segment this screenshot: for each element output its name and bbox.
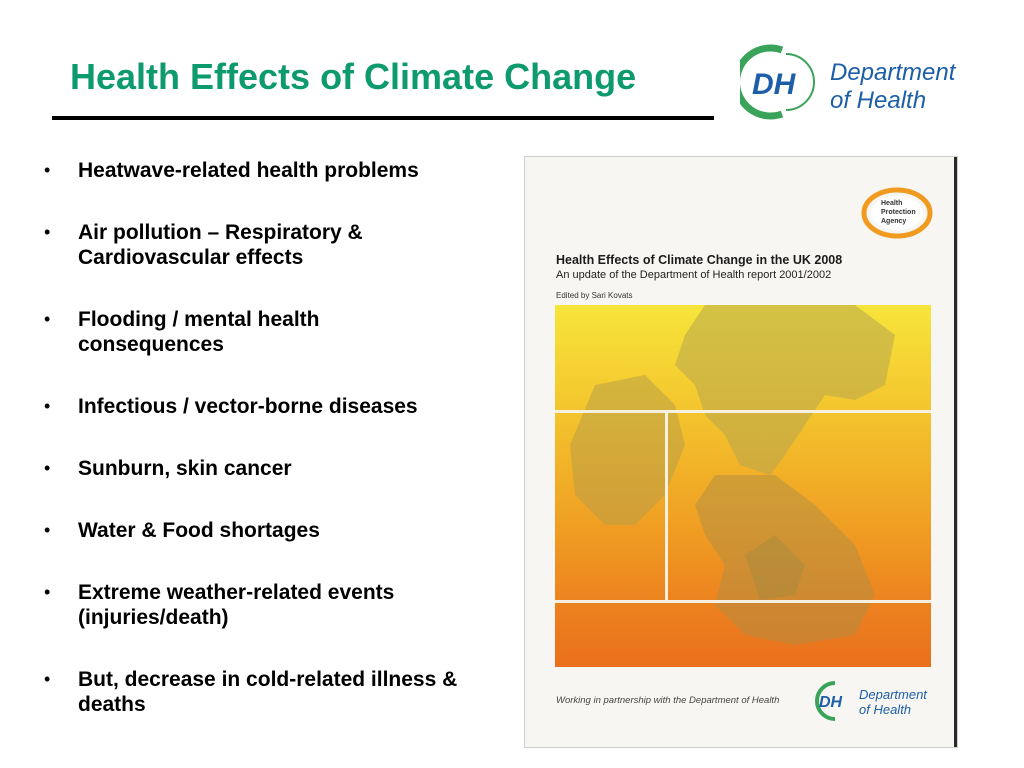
bullet-dot: •	[44, 222, 51, 242]
bullet-text: Water & Food shortages	[78, 519, 320, 542]
hpa-line2: Protection	[881, 209, 916, 216]
department-of-health-logo: DH Department of Health	[740, 44, 957, 120]
bullet-item: • Infectious / vector-borne diseases	[44, 394, 534, 419]
bullet-text: Heatwave-related health problems	[78, 159, 419, 182]
map-landmass	[570, 305, 895, 645]
grid-line	[555, 410, 931, 413]
bullet-text: Sunburn, skin cancer	[78, 457, 292, 480]
bullet-dot: •	[44, 520, 51, 540]
cover-dh-line1: Department	[859, 687, 928, 702]
bullet-dot: •	[44, 458, 51, 478]
bullet-item: • Sunburn, skin cancer	[44, 456, 534, 481]
bullet-item: • Flooding / mental health consequences	[44, 307, 534, 357]
bullet-dot: •	[44, 582, 51, 602]
bullet-item: • Heatwave-related health problems	[44, 158, 534, 183]
bullet-text: Flooding / mental health consequences	[78, 308, 320, 356]
title-underline	[52, 116, 714, 120]
dh-logo-initials: DH	[752, 68, 797, 101]
uk-map-illustration	[555, 305, 931, 667]
bullet-item: • Water & Food shortages	[44, 518, 534, 543]
bullet-text: But, decrease in cold-related illness & …	[78, 668, 458, 716]
cover-dh-initials: DH	[819, 694, 843, 711]
cover-footer: Working in partnership with the Departme…	[556, 695, 780, 706]
bullet-dot: •	[44, 396, 51, 416]
dh-logo-line2: of Health	[830, 87, 926, 114]
cover-editor: Edited by Sari Kovats	[556, 291, 633, 300]
bullet-item: • But, decrease in cold-related illness …	[44, 667, 534, 717]
cover-dh-line2: of Health	[859, 702, 911, 717]
bullet-text: Air pollution – Respiratory & Cardiovasc…	[78, 221, 363, 269]
bullet-dot: •	[44, 309, 51, 329]
report-cover-image: Health Protection Agency Health Effects …	[524, 156, 958, 748]
bullet-text: Extreme weather-related events (injuries…	[78, 581, 395, 629]
hpa-badge-icon: Health Protection Agency	[861, 187, 933, 239]
bullet-dot: •	[44, 160, 51, 180]
grid-line	[555, 600, 931, 603]
hpa-line1: Health	[881, 200, 902, 207]
cover-subtitle: An update of the Department of Health re…	[556, 269, 832, 281]
bullet-text: Infectious / vector-borne diseases	[78, 395, 418, 418]
bullet-dot: •	[44, 669, 51, 689]
slide-title: Health Effects of Climate Change	[70, 56, 637, 97]
bullet-item: • Air pollution – Respiratory & Cardiova…	[44, 220, 534, 270]
bullet-list: • Heatwave-related health problems • Air…	[44, 158, 534, 717]
bullet-item: • Extreme weather-related events (injuri…	[44, 580, 534, 630]
hpa-line3: Agency	[881, 218, 906, 225]
grid-line	[665, 413, 668, 600]
cover-title: Health Effects of Climate Change in the …	[556, 253, 843, 267]
cover-dh-logo: DH Department of Health	[815, 681, 928, 721]
dh-logo-line1: Department	[830, 59, 957, 86]
